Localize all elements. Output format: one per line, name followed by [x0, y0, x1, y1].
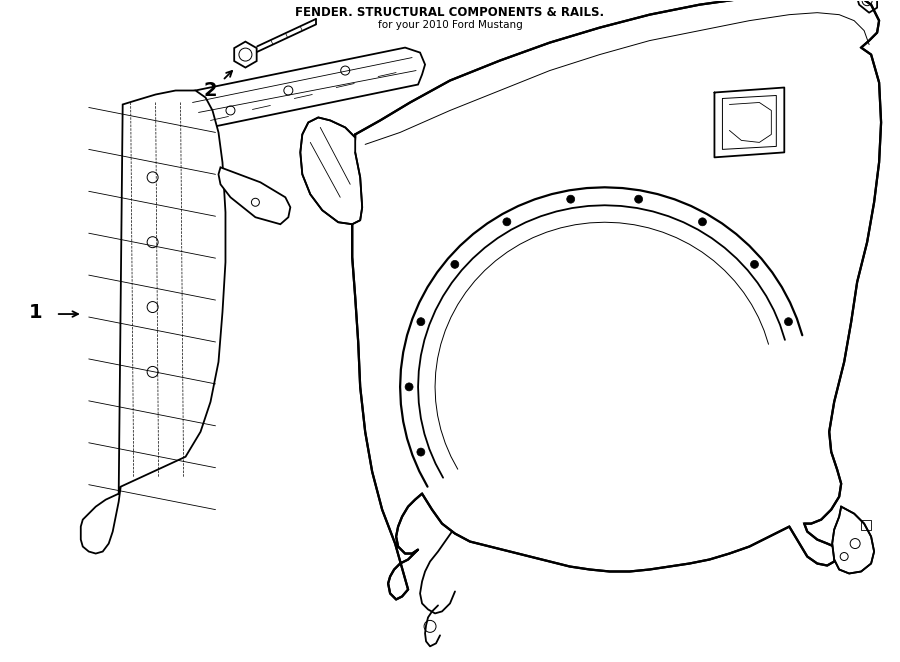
Text: 2: 2	[203, 81, 217, 100]
Circle shape	[785, 318, 793, 326]
Circle shape	[405, 383, 413, 391]
Circle shape	[698, 218, 706, 226]
Circle shape	[417, 318, 425, 326]
Polygon shape	[219, 167, 291, 224]
Circle shape	[451, 260, 459, 268]
Polygon shape	[81, 91, 226, 553]
Circle shape	[634, 195, 643, 203]
Circle shape	[751, 260, 759, 268]
Polygon shape	[234, 42, 256, 68]
Polygon shape	[832, 506, 874, 573]
Polygon shape	[301, 117, 362, 224]
Polygon shape	[181, 48, 425, 132]
Text: for your 2010 Ford Mustang: for your 2010 Ford Mustang	[378, 20, 522, 30]
Circle shape	[503, 218, 511, 226]
Circle shape	[567, 195, 575, 203]
Circle shape	[417, 448, 425, 456]
Text: FENDER. STRUCTURAL COMPONENTS & RAILS.: FENDER. STRUCTURAL COMPONENTS & RAILS.	[295, 6, 605, 19]
Text: 1: 1	[29, 303, 42, 322]
Polygon shape	[352, 0, 881, 599]
